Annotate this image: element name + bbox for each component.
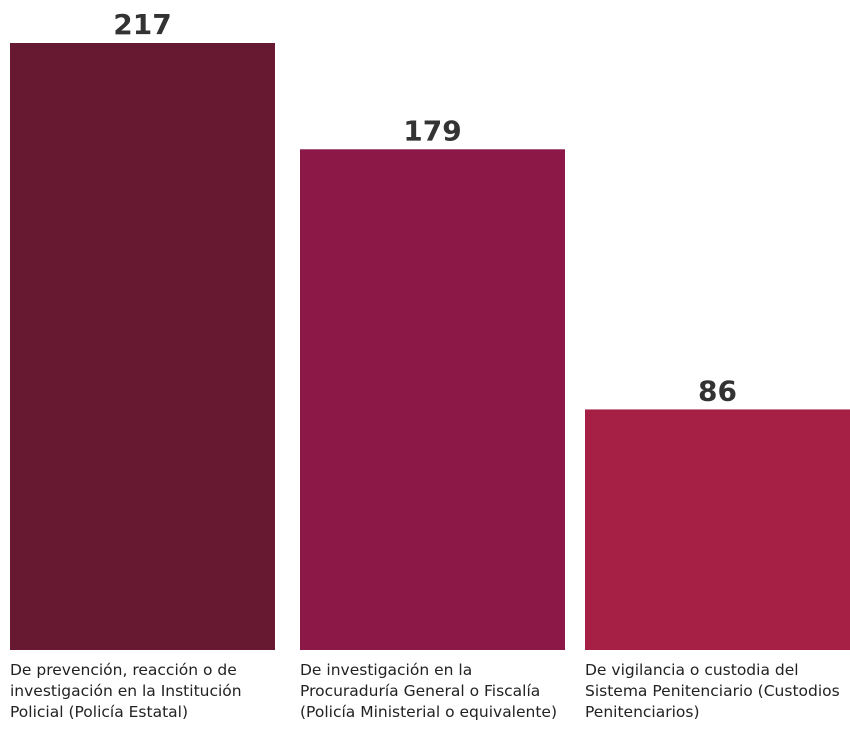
- value-labels-layer: 217 179 86: [113, 8, 737, 407]
- category-label-policia-ministerial: De investigación en la Procuraduría Gene…: [300, 661, 558, 721]
- value-label-policia-estatal: 217: [113, 8, 171, 41]
- bars-layer: [10, 43, 850, 651]
- bar-custodios: [585, 409, 850, 650]
- category-label-policia-estatal: De prevención, reacción o de investigaci…: [10, 661, 242, 721]
- category-label-custodios: De vigilancia o custodia del Sistema Pen…: [585, 661, 840, 721]
- value-label-custodios: 86: [698, 374, 737, 407]
- bar-policia-ministerial: [300, 149, 565, 651]
- bar-policia-estatal: [10, 43, 275, 650]
- value-label-policia-ministerial: 179: [403, 114, 461, 147]
